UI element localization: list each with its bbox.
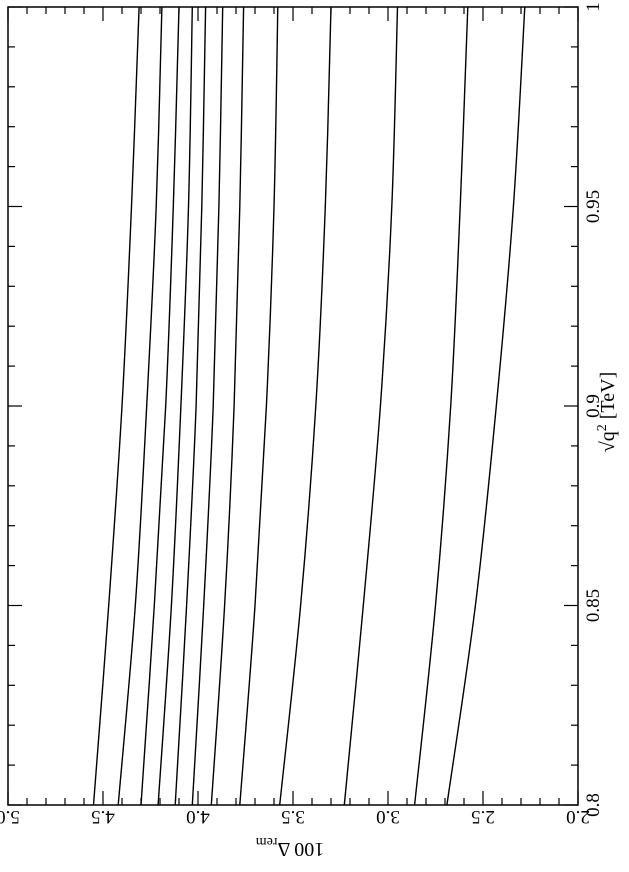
axis-ticks [7,6,579,806]
series-line [446,6,526,806]
tick-labels: 2.0 2.5 3.0 3.5 4.0 4.5 5.0 0.8 0.85 0.9 0.95 1 [0,2,604,827]
x-tick-label: 0.95 [583,190,604,223]
x-axis-title-suffix: [TeV] [597,372,619,424]
y-axis-title: 100 Δrem [256,834,325,860]
series-line [92,6,140,806]
y-tick-label: 5.0 [0,806,20,827]
y-tick-label: 2.0 [566,806,590,827]
x-axis-title: √q2 [TeV] [595,372,619,452]
y-axis-title-subscript: rem [256,834,278,849]
series-line [191,6,224,806]
y-axis-title-main: 100 Δ [277,838,324,860]
y-tick-label: 2.5 [471,806,495,827]
series-line [174,6,207,806]
x-tick-label: 0.9 [583,394,604,418]
series-line [413,6,469,806]
series-line [343,6,399,806]
y-tick-label: 3.5 [281,806,305,827]
x-tick-label: 0.8 [583,793,604,817]
x-tick-label: 1 [583,2,604,12]
series-line [239,6,279,806]
y-tick-label: 4.0 [186,806,210,827]
x-axis-title-prefix: √q [597,431,619,452]
x-axis-title-superscript: 2 [595,424,610,431]
series-line [140,6,180,806]
series-line [117,6,163,806]
series-line [157,6,193,806]
series-line [279,6,332,806]
y-tick-label: 4.5 [91,806,115,827]
x-tick-label: 0.85 [583,589,604,622]
series-line [210,6,245,806]
y-tick-label: 3.0 [376,806,400,827]
series-lines [92,6,526,806]
